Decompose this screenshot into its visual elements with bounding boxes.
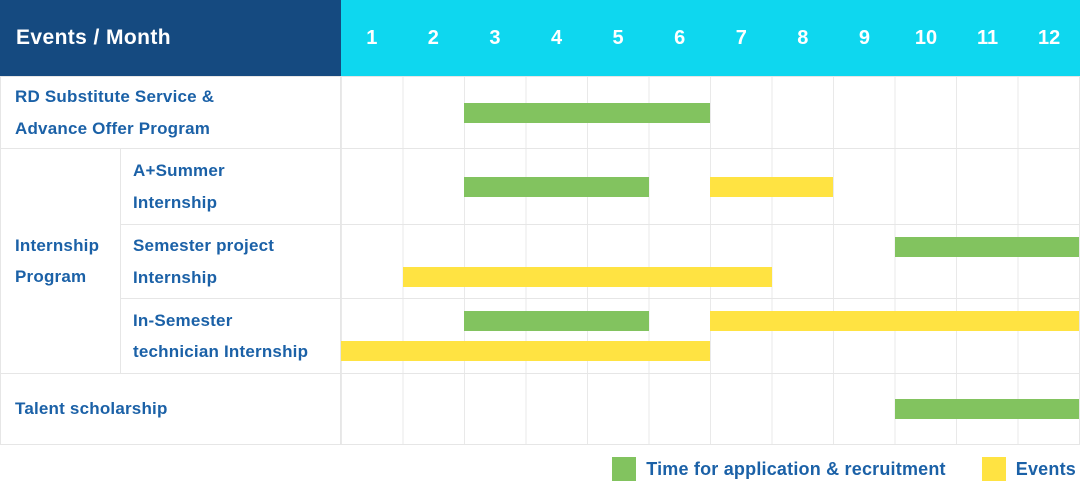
header-title: Events / Month — [16, 26, 171, 49]
table-row: Semester project Internship — [121, 224, 1079, 298]
row-plot-area — [341, 225, 1079, 298]
bar-line — [341, 233, 1079, 261]
row-plot-area — [341, 299, 1079, 373]
row-label: RD Substitute Service & Advance Offer Pr… — [1, 77, 341, 148]
table-row: In-Semester technician Internship — [121, 298, 1079, 373]
month-header-cell: 3 — [489, 26, 501, 49]
gantt-bar-application — [894, 399, 1079, 419]
month-header-cell: 10 — [914, 26, 938, 49]
legend-entry: Time for application & recruitment — [612, 457, 946, 481]
bar-line — [341, 395, 1079, 423]
group-block: Internship Program A+Summer Internship Sem… — [1, 148, 1079, 373]
legend-label: Events — [1015, 458, 1076, 479]
gantt-bar-event — [341, 341, 710, 361]
legend-swatch-event — [981, 457, 1006, 481]
group-rows: A+Summer Internship Semester project Inte… — [121, 149, 1079, 373]
bar-line — [341, 337, 1079, 365]
row-plot-area — [341, 77, 1079, 148]
gantt-bar-event — [710, 176, 833, 197]
row-plot-area — [341, 374, 1079, 444]
month-header-cell: 7 — [735, 26, 747, 49]
gantt-bar-application — [464, 311, 649, 331]
group-label: Internship Program — [1, 149, 121, 373]
bar-line — [341, 99, 1079, 127]
gantt-bar-event — [402, 266, 772, 287]
row-label: Talent scholarship — [1, 374, 341, 444]
legend-swatch-application — [612, 457, 637, 481]
table-row: RD Substitute Service & Advance Offer Pr… — [1, 76, 1079, 148]
month-header-cell: 5 — [612, 26, 624, 49]
month-header-cell: 11 — [976, 26, 999, 49]
row-label: Semester project Internship — [121, 225, 341, 298]
month-header-cell: 6 — [674, 26, 686, 49]
month-header-cell: 8 — [797, 26, 809, 49]
bar-line — [341, 263, 1079, 291]
table-row: Talent scholarship — [1, 373, 1079, 444]
bar-line — [341, 307, 1079, 335]
month-header-strip: 1 2 3 4 5 6 7 8 9 10 11 12 — [341, 0, 1080, 76]
legend-label: Time for application & recruitment — [646, 458, 946, 479]
month-header-cell: 12 — [1038, 26, 1061, 49]
row-label: A+Summer Internship — [121, 149, 341, 224]
legend-entry: Events — [981, 457, 1076, 481]
month-header-cell: 2 — [427, 26, 439, 49]
gantt-table-body: RD Substitute Service & Advance Offer Pr… — [0, 76, 1080, 445]
gantt-bar-application — [464, 102, 710, 123]
table-row: A+Summer Internship — [121, 149, 1079, 224]
header-row: Events / Month 1 2 3 4 5 6 7 8 9 10 11 12 — [0, 0, 1080, 76]
row-plot-area — [341, 149, 1079, 224]
events-month-header: Events / Month — [0, 0, 341, 76]
bar-line — [341, 173, 1079, 201]
row-label: In-Semester technician Internship — [121, 299, 341, 373]
month-header-cell: 9 — [858, 26, 870, 49]
month-header-cell: 1 — [366, 26, 378, 49]
gantt-bar-application — [464, 176, 649, 197]
legend: Time for application & recruitment Events — [612, 457, 1076, 481]
month-header-cell: 4 — [550, 26, 563, 49]
gantt-bar-application — [894, 236, 1079, 257]
gantt-bar-event — [710, 311, 1079, 331]
